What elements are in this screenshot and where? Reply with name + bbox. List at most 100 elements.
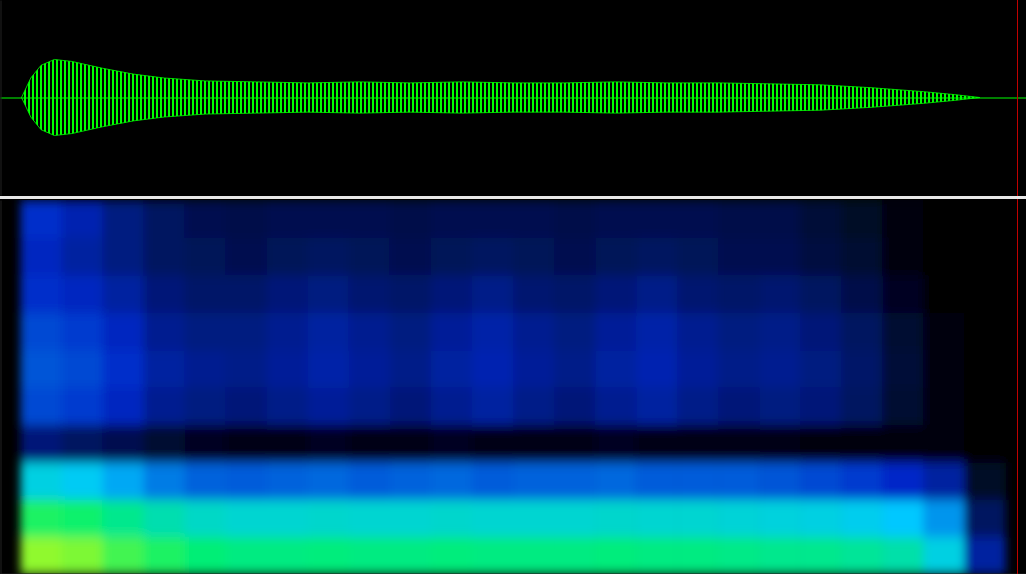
spectrogram-cell <box>554 312 596 350</box>
spectrogram-cell <box>882 462 924 500</box>
wave-x-axis-line <box>1 98 1026 99</box>
spectrogram-cell <box>554 275 596 313</box>
spectrogram-cell <box>185 537 227 574</box>
spectrogram-cell <box>21 200 63 238</box>
spectrogram-cell <box>554 350 596 388</box>
spectrogram-cell <box>226 537 268 574</box>
spectrogram-cell <box>882 499 924 537</box>
spectrogram-cell <box>21 424 63 462</box>
spectrogram-cell <box>185 387 227 425</box>
panel-separator <box>0 196 1026 199</box>
spectrogram-cell <box>636 499 678 537</box>
spectrogram-cell <box>800 424 842 462</box>
spectrogram-cell <box>349 424 391 462</box>
spectrogram-cell <box>103 312 145 350</box>
spectrogram-cell <box>185 424 227 462</box>
spectrogram-cell <box>677 424 719 462</box>
spectrogram-cell <box>718 387 760 425</box>
spectrogram-cell <box>923 462 965 500</box>
spectrogram-cell <box>103 462 145 500</box>
spectrogram-cell <box>718 462 760 500</box>
spectrogram-cell <box>185 200 227 238</box>
spectrogram-cell <box>472 200 514 238</box>
spectrogram-cell <box>267 387 309 425</box>
spectrogram-cell <box>62 200 104 238</box>
spectrogram-cell <box>472 537 514 574</box>
spectrogram-cell <box>841 275 883 313</box>
spectrogram-cell <box>21 350 63 388</box>
spectrogram-cell <box>144 350 186 388</box>
spectrogram-cell <box>472 424 514 462</box>
spectrogram-cell <box>718 275 760 313</box>
spectrogram-cell <box>431 237 473 275</box>
spectrogram-cell <box>62 350 104 388</box>
spectrogram-cell <box>841 350 883 388</box>
spectrogram-cell <box>841 424 883 462</box>
spectrogram-cell <box>21 537 63 574</box>
spectrogram-cell <box>677 537 719 574</box>
spectrogram-cell <box>62 275 104 313</box>
spectrogram-cell <box>144 200 186 238</box>
spectrogram-cell <box>226 275 268 313</box>
spectrogram-cell <box>513 200 555 238</box>
spectrogram-cell <box>595 237 637 275</box>
spectrogram-cell <box>554 537 596 574</box>
spectrogram-cell <box>923 200 965 238</box>
spectrogram-cell <box>144 275 186 313</box>
spectrogram-cell <box>759 237 801 275</box>
spectrogram-cell <box>718 499 760 537</box>
spectrogram-cell <box>472 387 514 425</box>
spectrogram-cell <box>144 424 186 462</box>
spectrogram-cell <box>636 350 678 388</box>
spectrogram-cell <box>431 350 473 388</box>
spectrogram-cell <box>349 499 391 537</box>
spectrogram-cell <box>103 387 145 425</box>
spectrogram-cell <box>841 237 883 275</box>
spectrogram-cell <box>595 387 637 425</box>
spectrogram-cell <box>759 462 801 500</box>
spectrogram-cell <box>513 275 555 313</box>
spectrogram-cell <box>513 499 555 537</box>
spectrogram-cell <box>226 237 268 275</box>
spectrogram-cell <box>636 275 678 313</box>
spectrogram-cell <box>554 200 596 238</box>
spectrogram-cell <box>800 537 842 574</box>
spectrogram-cell <box>800 350 842 388</box>
spectrogram-cell <box>964 312 1006 350</box>
spec-y-axis-line <box>1 201 2 574</box>
spectrogram-cell <box>62 424 104 462</box>
spectrogram-cell <box>964 424 1006 462</box>
wave-y-axis <box>1 1 2 196</box>
spectrogram-cell <box>595 350 637 388</box>
spectrogram-cell <box>431 387 473 425</box>
spectrogram-cell <box>308 275 350 313</box>
spectrogram-cell <box>349 350 391 388</box>
spectrogram-cell <box>62 237 104 275</box>
spectrogram-cell <box>267 350 309 388</box>
spectrogram-cell <box>308 499 350 537</box>
spectrogram-cell <box>636 537 678 574</box>
spectrogram-cell <box>308 312 350 350</box>
spectrogram-cell <box>595 275 637 313</box>
spectrogram-cell <box>964 200 1006 238</box>
spectrogram-cell <box>513 237 555 275</box>
spectrogram-cell <box>923 312 965 350</box>
spectrogram-cell <box>923 350 965 388</box>
spectrogram-cell <box>759 312 801 350</box>
spectrogram-cell <box>964 499 1006 537</box>
spectrogram-cell <box>554 462 596 500</box>
spectrogram-cell <box>800 200 842 238</box>
spectrogram-cell <box>185 462 227 500</box>
playback-cursor <box>1017 0 1018 196</box>
spectrogram-cell <box>308 200 350 238</box>
spectrogram-cell <box>964 350 1006 388</box>
spectrogram-cell <box>513 387 555 425</box>
spectrogram-cell <box>718 537 760 574</box>
spectrogram-cell <box>923 499 965 537</box>
spectrogram-cell <box>554 424 596 462</box>
spectrogram-cell <box>800 499 842 537</box>
spectrogram-cell <box>964 462 1006 500</box>
spectrogram-cell <box>964 275 1006 313</box>
spectrogram-cell <box>759 499 801 537</box>
spectrogram-cell <box>62 387 104 425</box>
